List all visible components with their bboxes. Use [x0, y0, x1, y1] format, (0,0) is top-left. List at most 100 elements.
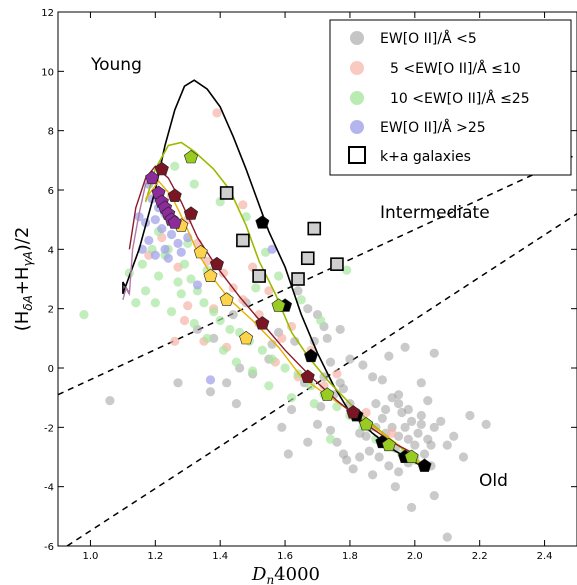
scatter-point — [170, 161, 180, 171]
scatter-point — [131, 298, 141, 308]
scatter-point — [189, 179, 199, 189]
scatter-point — [286, 393, 297, 403]
model-marker — [154, 161, 169, 176]
scatter-point — [465, 410, 475, 421]
scatter-point — [199, 298, 209, 308]
scatter-point — [218, 268, 229, 278]
k-a-square — [219, 186, 234, 200]
scatter-point — [179, 259, 190, 269]
scatter-point — [277, 422, 287, 432]
model-marker — [193, 244, 208, 259]
x-tick-label: 1.0 — [82, 551, 98, 562]
scatter-point — [189, 318, 199, 329]
legend-marker-ew-10-25 — [350, 91, 364, 105]
scatter-point — [361, 407, 371, 418]
scatter-point — [335, 378, 345, 388]
y-tick-label: 2 — [48, 305, 54, 316]
scatter-point — [377, 375, 387, 385]
legend-marker-ew-lt5 — [350, 31, 364, 45]
scatter-point — [403, 404, 413, 415]
scatter-point — [345, 354, 355, 364]
scatter-point — [176, 247, 186, 257]
scatter-point — [303, 304, 313, 314]
scatter-point — [390, 482, 400, 492]
x-tick-label: 1.2 — [147, 551, 163, 562]
scatter-point — [157, 223, 167, 234]
scatter-point — [303, 437, 313, 447]
scatter-point — [231, 357, 242, 367]
scatter-point — [209, 307, 219, 317]
scatter-point — [186, 274, 196, 284]
model-marker — [300, 369, 315, 383]
model-marker — [209, 256, 224, 271]
model-track-4 — [122, 177, 153, 300]
scatter-point — [173, 277, 183, 287]
x-tick-label: 2.4 — [537, 551, 553, 562]
scatter-point — [205, 375, 216, 385]
scatter-point — [273, 271, 284, 281]
scatter-point — [209, 333, 219, 343]
scatter-point — [384, 351, 394, 361]
scatter-point — [166, 307, 177, 317]
region-label-old: Old — [479, 471, 508, 491]
y-tick-label: 0 — [48, 364, 54, 375]
y-axis-label: (HδA+HγA)/2 — [12, 227, 35, 332]
model-marker — [219, 292, 234, 306]
scatter-point — [413, 428, 423, 438]
scatter-point — [105, 396, 115, 406]
region-label-young: Young — [90, 55, 142, 75]
divider-line-0 — [58, 153, 577, 396]
model-marker — [239, 330, 254, 345]
scatter-point — [231, 399, 242, 409]
x-tick-label: 2.2 — [472, 551, 488, 562]
model-marker — [417, 458, 432, 472]
scatter-point — [264, 381, 274, 391]
scatter-point — [257, 345, 267, 355]
scatter-point — [179, 315, 190, 326]
scatter-point — [251, 283, 261, 293]
scatter-point — [371, 399, 381, 409]
scatter-point — [225, 324, 235, 335]
scatter-point — [381, 404, 391, 415]
scatter-point — [202, 333, 212, 343]
legend-marker-ew-gt25 — [350, 120, 364, 134]
scatter-point — [316, 315, 326, 326]
scatter-point — [429, 348, 439, 358]
scatter-point — [332, 369, 342, 379]
scatter-point — [364, 446, 374, 456]
scatter-point — [264, 286, 274, 296]
legend-box — [329, 19, 572, 176]
scatter-point — [429, 490, 439, 501]
scatter-point — [248, 366, 258, 376]
legend-label-ew-10-25: 10 <EW[O II]/Å ≤25 — [390, 90, 530, 107]
scatter-point — [400, 422, 410, 432]
y-tick-label: 4 — [48, 245, 54, 256]
scatter-point — [309, 399, 319, 409]
model-marker — [381, 437, 396, 452]
scatter-point — [144, 235, 154, 246]
scatter-point — [442, 440, 452, 450]
model-marker — [346, 405, 361, 419]
axis-ticks: 1.0 1.2 1.4 1.6 1.8 2.0 2.2 2.4 -6 -4 -2 0 2 4 6 8 10 12 — [41, 8, 577, 562]
scatter-point — [173, 238, 183, 248]
scatter-point — [325, 425, 336, 435]
scatter-point — [79, 310, 89, 320]
scatter-point — [228, 310, 238, 320]
scatter-point — [358, 360, 368, 370]
scatter-point — [416, 410, 426, 421]
scatter-point — [150, 215, 160, 225]
y-tick-label: -2 — [44, 423, 54, 434]
model-marker — [359, 417, 374, 431]
scatter-point — [150, 250, 160, 260]
k-a-squares — [219, 186, 344, 286]
scatter-point — [267, 244, 277, 254]
k-a-square — [307, 221, 322, 236]
scatter-point — [423, 396, 433, 406]
scatter-point — [215, 315, 225, 326]
scatter-point — [400, 342, 410, 352]
scatter-point — [355, 452, 365, 462]
scatter-point — [296, 295, 306, 305]
model-marker — [167, 188, 182, 202]
scatter-point — [137, 259, 147, 269]
